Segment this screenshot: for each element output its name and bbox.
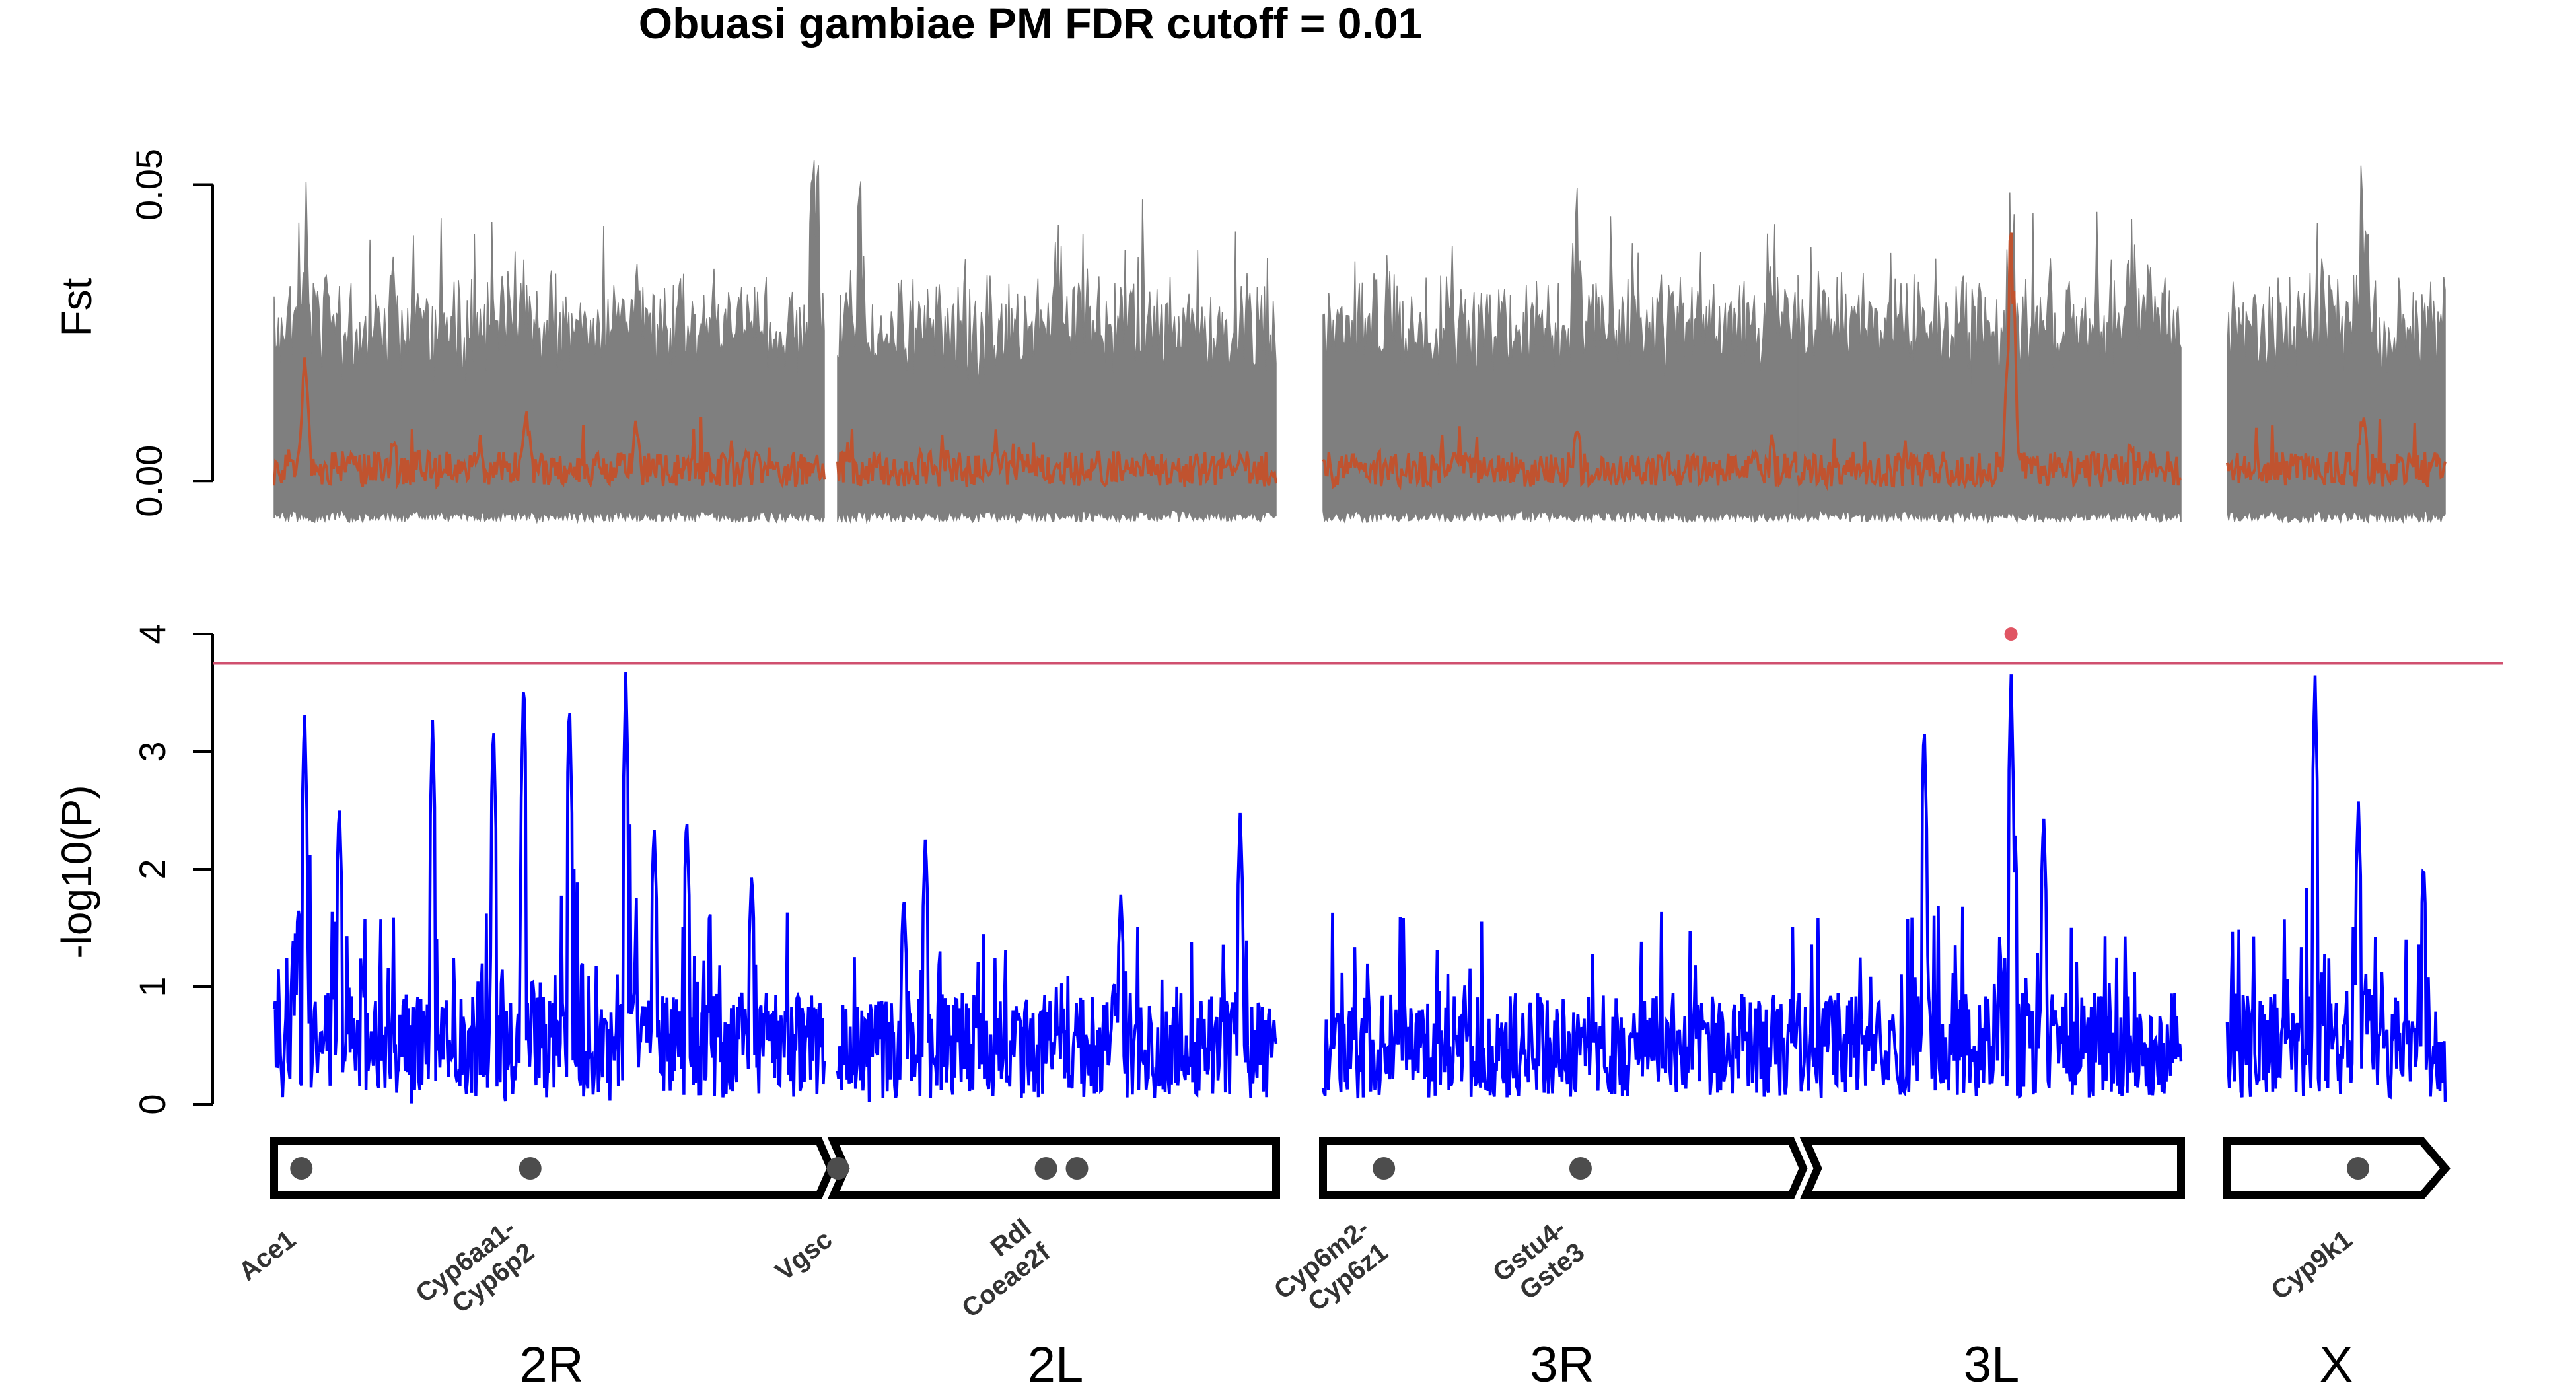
gene-label: Cyp6m2-Cyp6z1: [1269, 1213, 1394, 1329]
gene-marker: [1034, 1157, 1057, 1180]
fst-y-tick-label: 0.00: [128, 445, 170, 517]
chromosome-3R: [1319, 1137, 1808, 1199]
pval-y-tick-label: 0: [131, 1094, 173, 1114]
pval-y-tick-label: 1: [131, 976, 173, 997]
significant-point: [2004, 627, 2018, 641]
fst-y-axis-label: Fst: [53, 277, 100, 336]
fst-observed-line: [273, 357, 826, 490]
gene-marker: [519, 1157, 542, 1180]
pval-line: [2225, 675, 2447, 1102]
pval-line: [836, 812, 1278, 1102]
pval-y-tick-label: 4: [131, 623, 173, 644]
fst-permutation-band: [837, 181, 1277, 524]
pval-line: [272, 672, 826, 1104]
gene-label-line: Ace1: [233, 1225, 301, 1287]
chromosome-label: X: [2320, 1337, 2353, 1387]
gene-label: Cyp6aa1-Cyp6p2: [410, 1213, 540, 1332]
gene-label-line: Cyp9k1: [2266, 1225, 2357, 1305]
gene-marker: [290, 1157, 313, 1180]
pval-panel: 0 1 2 3 4 -log10(P): [53, 623, 2503, 1115]
chromosome-label: 2R: [519, 1337, 583, 1387]
chromosome-3L: [1799, 1137, 2185, 1199]
chromosome-X: [2223, 1137, 2451, 1199]
gene-marker: [826, 1157, 849, 1180]
gene-label: Vgsc: [770, 1225, 838, 1287]
chromosome-label: 2L: [1028, 1337, 1084, 1387]
gene-marker: [1373, 1157, 1396, 1180]
gene-label: RdlCoeae2f: [938, 1213, 1056, 1324]
pval-y-tick-label: 3: [131, 741, 173, 762]
pval-y-axis-label: -log10(P): [53, 785, 100, 958]
fst-observed-line: [1797, 232, 2182, 492]
fst-observed-line: [836, 429, 1277, 488]
fst-permutation-band: [1797, 192, 2182, 524]
pval-line: [1796, 674, 2183, 1099]
chromosome-track: Ace1 Cyp6aa1-Cyp6p2 Vgsc RdlCoeae2f Cyp6m2-C…: [233, 1137, 2451, 1387]
gene-marker: [2347, 1157, 2369, 1180]
chromosome-label: 3L: [1964, 1337, 2020, 1387]
gene-label-line: Vgsc: [770, 1225, 838, 1287]
gene-label: Gstu4-Gste3: [1487, 1213, 1590, 1312]
gene-label: Cyp9k1: [2266, 1225, 2357, 1305]
chromosome-label: 3R: [1530, 1337, 1594, 1387]
fst-panel: 0.00 0.05 Fst: [53, 149, 2447, 524]
gene-marker: [1065, 1157, 1089, 1180]
fst-observed-line: [1322, 426, 1799, 491]
chromosome-2R: [270, 1137, 836, 1199]
fst-observed-line: [2226, 417, 2447, 487]
pval-y-tick-label: 2: [131, 859, 173, 879]
gene-label: Ace1: [233, 1225, 301, 1287]
chart-title: Obuasi gambiae PM FDR cutoff = 0.01: [639, 0, 1422, 48]
gene-marker: [1569, 1157, 1592, 1180]
fst-permutation-band: [2227, 165, 2446, 524]
pval-line: [1321, 911, 1800, 1099]
fst-y-tick-label: 0.05: [128, 149, 170, 221]
